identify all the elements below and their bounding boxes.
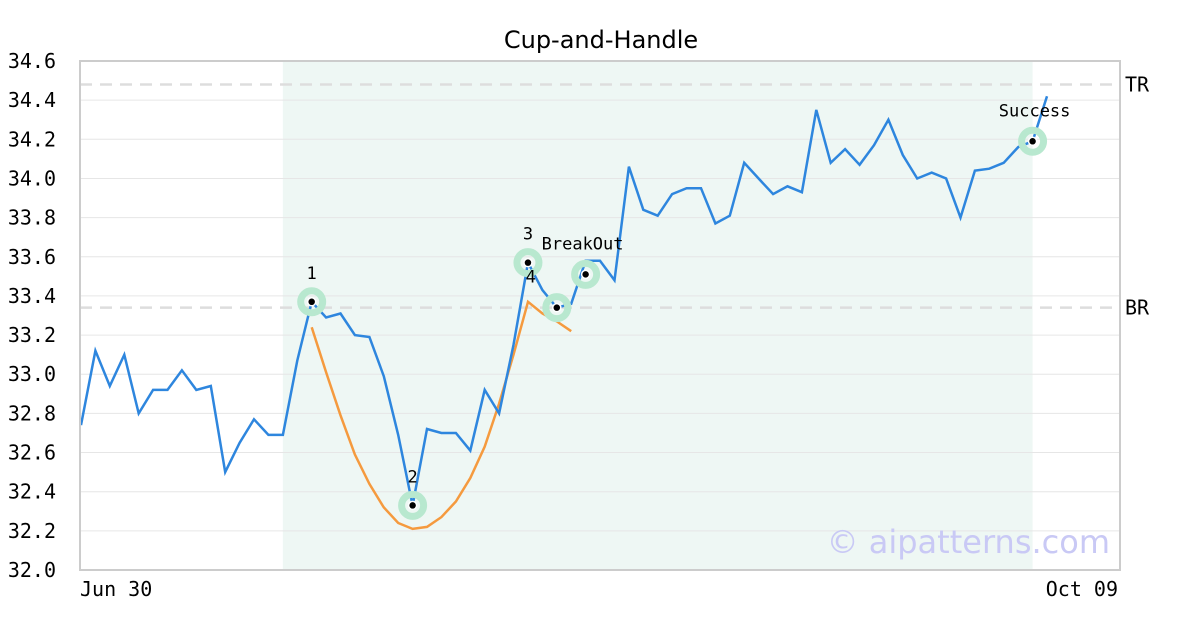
level-label-br: BR (1125, 296, 1150, 320)
y-axis-ticks: 32.0 32.2 32.4 32.6 32.8 33.0 33.2 33.4 33.6 33.8… (8, 49, 56, 582)
y-tick-label: 32.4 (8, 480, 56, 504)
y-tick-label: 34.0 (8, 166, 56, 190)
marker-dot (580, 269, 591, 280)
x-tick-start: Jun 30 (80, 577, 152, 601)
y-tick-label: 34.4 (8, 88, 56, 112)
y-tick-label: 34.6 (8, 49, 56, 73)
y-tick-label: 33.6 (8, 245, 56, 269)
marker-ring (571, 259, 601, 289)
y-tick-label: 32.0 (8, 558, 56, 582)
marker-dot (407, 500, 418, 511)
y-tick-label: 33.2 (8, 323, 56, 347)
y-tick-label: 32.6 (8, 441, 56, 465)
annotation-success: Success (999, 101, 1071, 121)
level-lines: TR BR (80, 72, 1150, 320)
y-tick-label: 33.4 (8, 284, 56, 308)
chart-title: Cup-and-Handle (504, 26, 698, 54)
marker-ring (398, 490, 428, 520)
marker-ring (513, 248, 543, 278)
marker-label-2: 2 (407, 467, 417, 487)
watermark: © aipatterns.com (827, 523, 1110, 561)
y-tick-label: 33.0 (8, 362, 56, 386)
marker-ring (1018, 126, 1048, 156)
marker-dot (523, 257, 533, 268)
marker-dot (306, 297, 317, 307)
annotation-breakout: BreakOut (542, 234, 624, 254)
x-tick-end: Oct 09 (1046, 577, 1118, 601)
marker-dot (552, 302, 562, 313)
y-tick-label: 33.8 (8, 206, 56, 230)
highlight-region (282, 61, 1033, 570)
plot-frame (79, 60, 1121, 571)
cup-curve (310, 299, 572, 531)
marker-ring (297, 287, 327, 317)
marker-dot (1027, 136, 1038, 147)
level-label-tr: TR (1125, 72, 1150, 96)
marker-label-4: 4 (526, 268, 536, 288)
price-line (79, 95, 1049, 506)
marker-label-3: 3 (523, 225, 533, 245)
marker-ring (542, 293, 572, 323)
y-tick-label: 34.2 (8, 127, 56, 151)
marker-label-1: 1 (307, 264, 317, 284)
y-tick-label: 32.8 (8, 401, 56, 425)
pattern-markers: 1 2 3 4 BreakOut Success (297, 101, 1071, 520)
y-tick-label: 32.2 (8, 519, 56, 543)
